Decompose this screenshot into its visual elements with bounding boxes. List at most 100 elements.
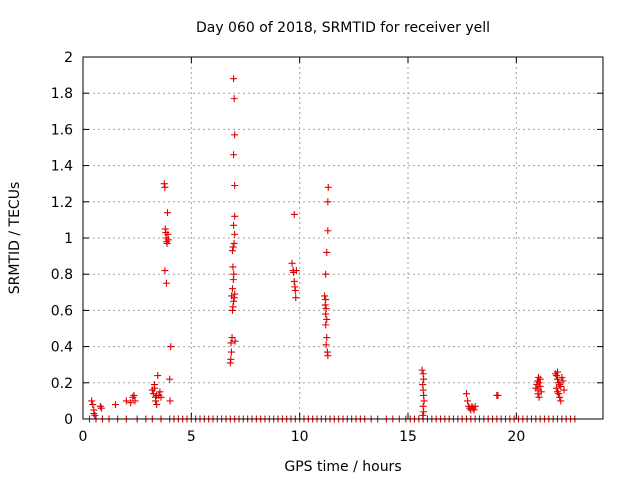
y-tick-label: 1 <box>64 231 73 247</box>
x-tick-label: 20 <box>507 429 525 445</box>
data-point <box>321 292 329 300</box>
data-point <box>231 212 239 220</box>
data-point <box>418 366 426 374</box>
data-point <box>420 408 428 416</box>
data-point <box>323 248 331 256</box>
y-tick-label: 0 <box>64 412 73 428</box>
data-point <box>230 270 238 278</box>
data-point <box>290 277 298 285</box>
data-point <box>470 406 478 414</box>
y-tick-label: 0.8 <box>51 267 73 283</box>
data-point <box>420 375 428 383</box>
data-point <box>557 382 565 390</box>
data-point <box>167 343 175 351</box>
data-point <box>324 183 332 191</box>
data-point <box>554 375 561 383</box>
data-point <box>552 372 560 380</box>
data-point <box>227 348 235 356</box>
plot-frame <box>82 56 604 420</box>
data-point <box>230 75 238 83</box>
x-tick-label: 5 <box>187 429 196 445</box>
data-point <box>160 180 168 188</box>
data-point <box>164 236 172 244</box>
data-point <box>534 377 542 385</box>
data-point <box>535 393 543 401</box>
y-tick-label: 1.2 <box>51 195 73 211</box>
data-point <box>537 388 545 396</box>
y-axis-label: SRMTID / TECUs <box>7 182 23 295</box>
data-point <box>97 404 105 412</box>
data-point <box>292 294 300 302</box>
data-point <box>291 286 299 294</box>
x-tick-label: 10 <box>291 429 309 445</box>
data-point <box>231 337 239 345</box>
data-point <box>231 182 239 190</box>
data-point <box>229 263 237 271</box>
data-point <box>463 390 470 398</box>
data-point <box>323 334 331 342</box>
data-point <box>154 372 162 380</box>
data-point <box>164 209 171 217</box>
data-point <box>324 227 332 235</box>
data-point <box>229 247 236 255</box>
data-point <box>288 259 296 267</box>
y-tick-label: 1.8 <box>51 86 73 102</box>
data-point <box>228 292 236 300</box>
data-point <box>166 397 174 405</box>
chart-title: Day 060 of 2018, SRMTID for receiver yel… <box>196 20 490 36</box>
data-point <box>131 397 139 405</box>
data-point <box>322 270 330 278</box>
data-point <box>227 339 235 347</box>
data-point <box>322 310 330 318</box>
x-axis-label: GPS time / hours <box>284 459 401 475</box>
y-tick-label: 0.4 <box>51 340 73 356</box>
data-point <box>151 384 158 392</box>
data-point <box>324 352 332 360</box>
x-tick-label: 15 <box>399 429 417 445</box>
data-point <box>161 267 169 275</box>
data-point <box>166 375 174 383</box>
y-tick-label: 0.2 <box>51 376 73 392</box>
data-point <box>127 399 135 407</box>
data-point <box>290 210 298 218</box>
data-point <box>292 267 300 275</box>
data-point <box>464 397 472 405</box>
data-point <box>112 401 119 409</box>
data-point <box>324 198 332 206</box>
data-point <box>89 401 97 409</box>
y-tick-label: 1.6 <box>51 122 73 138</box>
data-point <box>156 388 164 396</box>
data-point <box>494 391 502 399</box>
y-tick-label: 2 <box>64 50 73 66</box>
tick-labels: 00.20.40.60.811.21.41.61.820 5 10 15 20 <box>51 50 526 445</box>
gridlines <box>83 57 603 419</box>
data-point <box>153 401 161 409</box>
data-point <box>321 301 329 309</box>
data-point <box>96 402 104 410</box>
data-points <box>86 75 579 423</box>
y-tick-label: 0.6 <box>51 303 73 319</box>
data-point <box>231 230 239 238</box>
data-point <box>227 355 235 363</box>
data-point <box>230 221 238 229</box>
data-point <box>157 393 165 401</box>
data-point <box>554 368 561 376</box>
data-point <box>536 382 544 390</box>
data-point <box>420 397 428 405</box>
data-point <box>91 411 99 419</box>
data-point <box>534 373 542 381</box>
data-point <box>230 239 238 247</box>
data-point <box>162 279 170 287</box>
data-point <box>558 373 566 381</box>
data-point <box>163 239 171 247</box>
data-point <box>559 377 567 385</box>
x-tick-label: 0 <box>79 429 88 445</box>
data-point <box>322 321 330 329</box>
data-point <box>231 131 239 139</box>
data-point <box>229 303 237 311</box>
data-point <box>122 397 130 405</box>
data-point <box>130 391 138 399</box>
data-point <box>557 397 565 405</box>
data-point <box>322 341 330 349</box>
data-point <box>552 384 560 392</box>
